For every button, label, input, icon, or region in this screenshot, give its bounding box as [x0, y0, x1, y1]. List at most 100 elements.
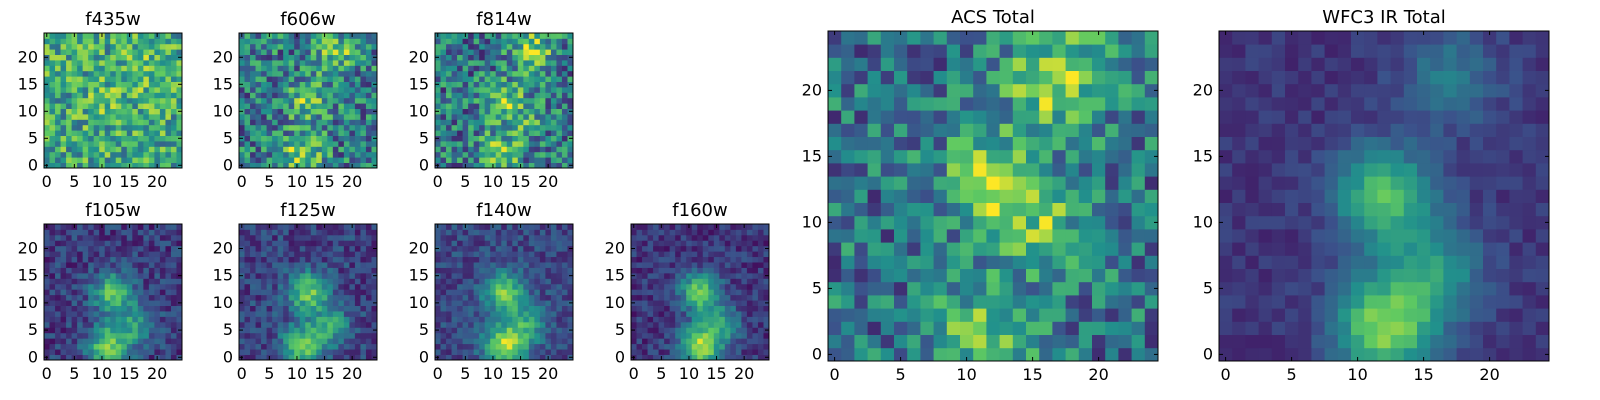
- heatmap-cell: [332, 151, 339, 158]
- heatmap-cell: [250, 240, 256, 247]
- heatmap-cell: [272, 316, 279, 323]
- heatmap-cell: [60, 251, 67, 258]
- heatmap-cell: [446, 245, 452, 252]
- heatmap-cell: [332, 262, 339, 268]
- heatmap-cell: [332, 103, 339, 109]
- heatmap-cell: [154, 272, 161, 279]
- heatmap-cell: [642, 327, 648, 334]
- heatmap-cell: [261, 135, 267, 142]
- heatmap-cell: [675, 321, 682, 328]
- heatmap-cell: [545, 289, 552, 296]
- heatmap-cell: [360, 141, 367, 147]
- heatmap-cell: [137, 289, 144, 296]
- heatmap-cell: [1131, 321, 1146, 335]
- heatmap-cell: [266, 76, 273, 82]
- heatmap-cell: [137, 43, 144, 50]
- heatmap-cell: [1065, 229, 1080, 243]
- heatmap-cell: [567, 76, 574, 82]
- heatmap-cell: [490, 108, 497, 115]
- heatmap-cell: [484, 294, 491, 301]
- heatmap-cell: [457, 87, 463, 93]
- heatmap-cell: [664, 283, 671, 290]
- heatmap-cell: [719, 224, 726, 230]
- heatmap-cell: [110, 103, 117, 109]
- heatmap-cell: [512, 305, 519, 312]
- heatmap-cell: [310, 92, 317, 99]
- heatmap-cell: [137, 33, 144, 39]
- heatmap-cell: [1092, 347, 1106, 362]
- heatmap-cell: [523, 267, 530, 274]
- heatmap-cell: [244, 256, 251, 263]
- heatmap-cell: [60, 141, 67, 147]
- heatmap-cell: [288, 103, 295, 109]
- heatmap-cell: [49, 305, 56, 312]
- heatmap-cell: [104, 245, 111, 252]
- heatmap-cell: [288, 130, 295, 136]
- heatmap-cell: [154, 87, 161, 93]
- heatmap-cell: [1052, 334, 1066, 349]
- heatmap-cell: [457, 92, 463, 99]
- heatmap-cell: [165, 157, 172, 163]
- heatmap-cell: [104, 300, 111, 306]
- heatmap-cell: [137, 54, 144, 61]
- heatmap-cell: [735, 294, 742, 301]
- heatmap-cell: [867, 295, 882, 309]
- heatmap-cell: [1065, 347, 1080, 362]
- heatmap-cell: [349, 130, 356, 136]
- heatmap-cell: [462, 130, 469, 136]
- heatmap-cell: [534, 43, 541, 50]
- heatmap-cell: [1039, 229, 1053, 243]
- heatmap-cell: [435, 103, 441, 109]
- heatmap-cell: [702, 267, 709, 274]
- heatmap-cell: [154, 283, 161, 290]
- heatmap-cell: [93, 272, 100, 279]
- heatmap-cell: [261, 33, 267, 39]
- heatmap-cell: [310, 262, 317, 268]
- heatmap-cell: [49, 81, 56, 88]
- heatmap-cell: [523, 234, 530, 241]
- heatmap-cell: [159, 251, 166, 258]
- heatmap-cell: [746, 283, 753, 290]
- heatmap-cell: [239, 234, 245, 241]
- heatmap-cell: [148, 289, 155, 296]
- heatmap-cell: [115, 234, 122, 241]
- heatmap-cell: [176, 343, 183, 350]
- heatmap-cell: [272, 141, 279, 147]
- heatmap-cell: [462, 294, 469, 301]
- heatmap-cell: [517, 305, 524, 312]
- heatmap-cell: [170, 70, 177, 77]
- heatmap-cell: [973, 163, 987, 177]
- heatmap-cell: [239, 157, 245, 163]
- heatmap-cell: [1052, 176, 1066, 190]
- heatmap-cell: [746, 272, 753, 279]
- heatmap-cell: [567, 332, 574, 339]
- heatmap-cell: [973, 268, 987, 283]
- heatmap-cell: [261, 130, 267, 136]
- heatmap-cell: [724, 262, 731, 268]
- heatmap-cell: [534, 262, 541, 268]
- heatmap-cell: [473, 229, 480, 236]
- heatmap-cell: [316, 256, 323, 263]
- heatmap-cell: [327, 343, 334, 350]
- heatmap-cell: [506, 135, 513, 142]
- heatmap-cell: [708, 343, 715, 350]
- heatmap-cell: [244, 327, 251, 334]
- heatmap-cell: [250, 65, 256, 72]
- heatmap-cell: [154, 65, 161, 72]
- heatmap-cell: [154, 157, 161, 163]
- heatmap-cell: [88, 256, 95, 263]
- heatmap-cell: [165, 43, 172, 50]
- heatmap-cell: [272, 278, 279, 285]
- heatmap-cell: [99, 151, 106, 158]
- heatmap-cell: [746, 316, 753, 323]
- heatmap-cell: [658, 278, 665, 285]
- heatmap-cell: [642, 311, 648, 317]
- heatmap-cell: [82, 54, 89, 61]
- heatmap-cell: [675, 305, 682, 312]
- heatmap-cell: [71, 267, 78, 274]
- heatmap-cell: [462, 321, 469, 328]
- heatmap-cell: [664, 262, 671, 268]
- heatmap-cell: [154, 332, 161, 339]
- heatmap-cell: [697, 267, 704, 274]
- heatmap-cell: [110, 49, 117, 55]
